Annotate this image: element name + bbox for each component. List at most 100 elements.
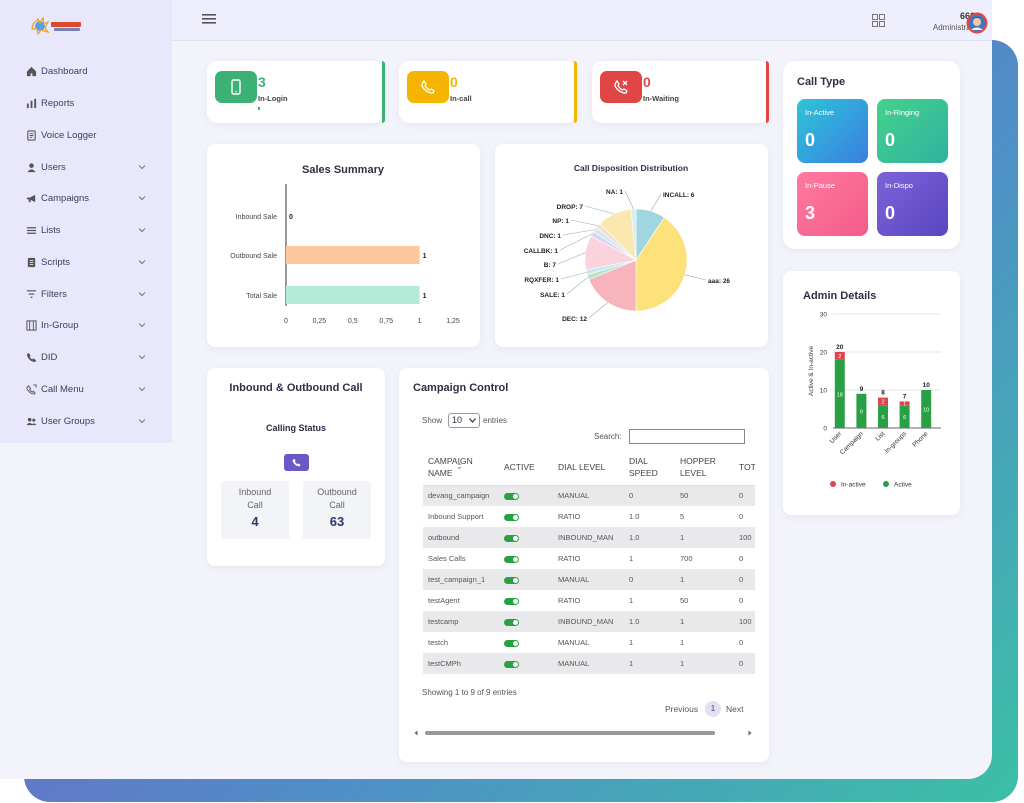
active-toggle-cell[interactable] bbox=[499, 632, 553, 653]
active-toggle-cell[interactable] bbox=[499, 590, 553, 611]
dial-speed-cell: 0 bbox=[624, 485, 675, 506]
sidebar-item-dashboard[interactable]: Dashboard bbox=[26, 62, 146, 80]
sidebar-item-campaigns[interactable]: Campaigns bbox=[26, 189, 146, 207]
calling-status-label: Calling Status bbox=[265, 423, 326, 433]
sidebar-item-label: DID bbox=[41, 351, 58, 363]
pie-slice-dec bbox=[588, 259, 637, 312]
horizontal-scrollbar[interactable] bbox=[413, 730, 753, 736]
page-1-button[interactable]: 1 bbox=[705, 701, 721, 717]
column-header-dial-speed[interactable]: DIAL SPEED bbox=[624, 449, 675, 486]
active-value-label: 9 bbox=[860, 409, 863, 415]
in-active-label: In-Active bbox=[805, 108, 835, 117]
active-toggle-cell[interactable] bbox=[499, 485, 553, 506]
active-toggle[interactable] bbox=[504, 492, 519, 500]
company-logo bbox=[31, 16, 81, 36]
column-header-dial-level[interactable]: DIAL LEVEL bbox=[553, 449, 624, 486]
scrollbar-thumb[interactable] bbox=[425, 731, 715, 735]
in-ringing-box[interactable]: In-Ringing 0 bbox=[877, 99, 948, 163]
table-row[interactable]: Inbound Support RATIO 1.0 5 0 bbox=[423, 506, 755, 527]
column-header-active[interactable]: ACTIVE bbox=[499, 449, 553, 486]
active-toggle-cell[interactable] bbox=[499, 653, 553, 674]
apps-grid-icon[interactable] bbox=[872, 14, 885, 27]
campaign-table-wrapper: CAMPAIGN NAME ACTIVE DIAL LEVEL DIAL SPE… bbox=[423, 449, 755, 675]
in-call-count: 0 bbox=[450, 74, 458, 90]
scroll-right-icon[interactable] bbox=[747, 730, 753, 736]
in-ringing-label: In-Ringing bbox=[885, 108, 920, 117]
active-value-label: 10 bbox=[923, 408, 929, 414]
column-header-total-leads[interactable]: TOT LEA bbox=[734, 449, 755, 486]
column-header-hopper-level[interactable]: HOPPER LEVEL bbox=[675, 449, 734, 486]
column-header-campaign-name[interactable]: CAMPAIGN NAME bbox=[423, 449, 499, 486]
category-label: Inbound Sale bbox=[236, 214, 277, 221]
sidebar-item-call-menu[interactable]: Call Menu bbox=[26, 380, 146, 398]
active-toggle-cell[interactable] bbox=[499, 569, 553, 590]
active-toggle[interactable] bbox=[504, 534, 519, 542]
sidebar-item-users[interactable]: Users bbox=[26, 158, 146, 176]
dial-level-cell: MANUAL bbox=[553, 653, 624, 674]
total-label: 10 bbox=[923, 382, 931, 389]
total-label: 7 bbox=[903, 393, 907, 400]
active-toggle[interactable] bbox=[504, 555, 519, 563]
table-row[interactable]: testAgent RATIO 1 50 0 bbox=[423, 590, 755, 611]
dial-speed-cell: 1 bbox=[629, 554, 634, 563]
total-leads-cell: 100 bbox=[734, 611, 755, 632]
menu-toggle-icon[interactable] bbox=[202, 13, 216, 25]
active-toggle[interactable] bbox=[504, 639, 519, 647]
slice-label: NP: 1 bbox=[552, 218, 569, 225]
sort-icon[interactable] bbox=[457, 462, 462, 470]
active-toggle[interactable] bbox=[504, 597, 519, 605]
x-tick-label: List bbox=[874, 430, 886, 442]
sidebar-item-filters[interactable]: Filters bbox=[26, 285, 146, 303]
active-value-label: 6 bbox=[881, 415, 884, 421]
next-button[interactable]: Next bbox=[726, 704, 744, 714]
active-toggle-cell[interactable] bbox=[499, 548, 553, 569]
inactive-value-label: 1 bbox=[903, 401, 906, 407]
active-toggle-cell[interactable] bbox=[499, 506, 553, 527]
hopper-level-cell: 1 bbox=[680, 638, 685, 647]
search-input[interactable] bbox=[629, 429, 745, 444]
bar-inactive-in-groups bbox=[899, 401, 910, 406]
in-active-box[interactable]: In-Active 0 bbox=[797, 99, 868, 163]
active-toggle[interactable] bbox=[504, 576, 519, 584]
sidebar-item-voice-logger[interactable]: Voice Logger bbox=[26, 126, 146, 144]
table-row[interactable]: testch MANUAL 1 1 0 bbox=[423, 632, 755, 653]
stat-card-in-login[interactable]: 3 In-Login bbox=[207, 61, 385, 123]
sidebar-item-in-group[interactable]: In-Group bbox=[26, 316, 146, 334]
table-row[interactable]: outbound INBOUND_MAN 1.0 1 100 bbox=[423, 527, 755, 548]
table-row[interactable]: devang_campaign MANUAL 0 50 0 bbox=[423, 485, 755, 506]
active-toggle[interactable] bbox=[504, 660, 519, 668]
leader-line bbox=[562, 229, 596, 236]
page-size-select[interactable]: 10 bbox=[448, 413, 480, 428]
user-avatar[interactable] bbox=[966, 12, 988, 34]
table-row[interactable]: test_campaign_1 MANUAL 0 1 0 bbox=[423, 569, 755, 590]
sidebar-item-lists[interactable]: Lists bbox=[26, 221, 146, 239]
active-value-label: 6 bbox=[903, 415, 906, 421]
leader-line bbox=[557, 252, 586, 265]
in-dispo-box[interactable]: In-Dispo 0 bbox=[877, 172, 948, 236]
table-row[interactable]: testcamp INBOUND_MAN 1.0 1 100 bbox=[423, 611, 755, 632]
active-toggle[interactable] bbox=[504, 513, 519, 521]
table-row[interactable]: Sales Calls RATIO 1 700 0 bbox=[423, 548, 755, 569]
admin-details-title: Admin Details bbox=[803, 290, 877, 302]
active-toggle-cell[interactable] bbox=[499, 611, 553, 632]
active-toggle[interactable] bbox=[504, 618, 519, 626]
table-row[interactable]: testCMPh MANUAL 1 1 0 bbox=[423, 653, 755, 674]
in-waiting-label: In-Waiting bbox=[643, 94, 679, 103]
script-icon bbox=[26, 257, 37, 268]
megaphone-icon bbox=[26, 193, 37, 204]
hopper-level-cell: 5 bbox=[680, 512, 685, 521]
leader-line bbox=[650, 193, 662, 212]
hopper-level-cell: 1 bbox=[675, 611, 734, 632]
stat-card-in-call[interactable]: 0 In-call bbox=[399, 61, 577, 123]
active-toggle-cell[interactable] bbox=[499, 527, 553, 548]
scroll-left-icon[interactable] bbox=[413, 730, 419, 736]
slice-label: DNC: 1 bbox=[539, 233, 561, 240]
sidebar-item-did[interactable]: DID bbox=[26, 348, 146, 366]
stat-card-in-waiting[interactable]: 0 In-Waiting bbox=[592, 61, 769, 123]
in-pause-box[interactable]: In-Pause 3 bbox=[797, 172, 868, 236]
previous-button[interactable]: Previous bbox=[665, 704, 699, 714]
sidebar-item-user-groups[interactable]: User Groups bbox=[26, 412, 146, 430]
sidebar-item-reports[interactable]: Reports bbox=[26, 94, 146, 112]
sidebar-item-scripts[interactable]: Scripts bbox=[26, 253, 146, 271]
in-dispo-label: In-Dispo bbox=[885, 181, 913, 190]
